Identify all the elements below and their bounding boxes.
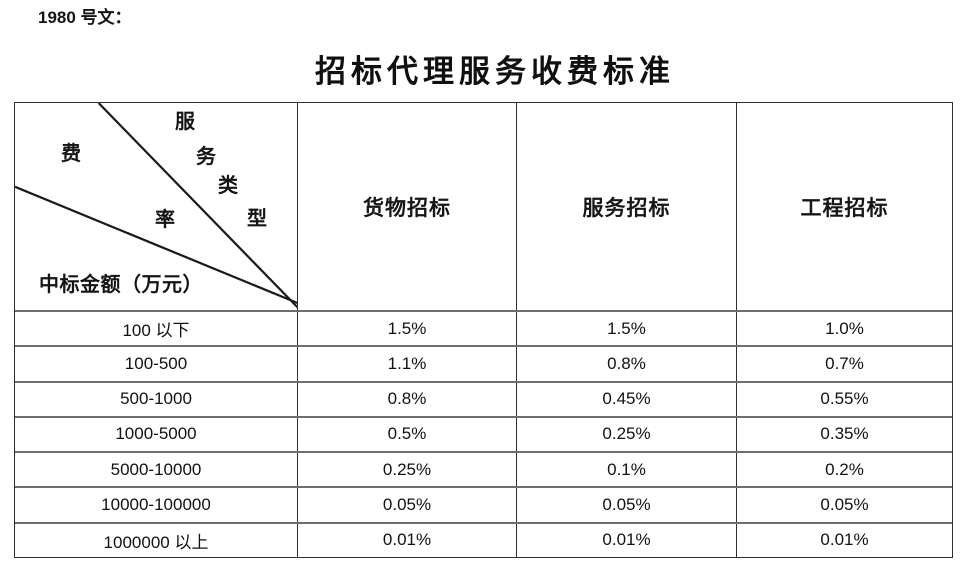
column-header-service: 服务招标: [516, 103, 736, 310]
diagonal-divider-lines: [15, 103, 297, 309]
table-row: 100-500 1.1% 0.8% 0.7%: [15, 345, 952, 381]
rate-cell: 1.5%: [297, 312, 516, 346]
rate-cell: 0.25%: [297, 453, 516, 487]
amount-range-cell: 5000-10000: [110, 459, 202, 479]
rate-cell: 0.01%: [516, 523, 736, 557]
rate-cell: 0.05%: [297, 488, 516, 522]
rate-cell: 0.05%: [736, 488, 952, 522]
table-row: 10000-100000 0.05% 0.05% 0.05%: [15, 486, 952, 522]
corner-fee-char: 费: [61, 143, 81, 165]
corner-type-char-4: 型: [247, 208, 267, 230]
doc-number-label: 1980 号文：: [38, 8, 132, 27]
rate-cell: 0.45%: [516, 382, 736, 416]
table-row: 5000-10000 0.25% 0.1% 0.2%: [15, 451, 952, 487]
corner-type-char-3: 类: [218, 175, 238, 197]
rate-cell: 0.1%: [516, 453, 736, 487]
corner-rate-char: 率: [155, 209, 175, 231]
table-row: 1000000 以上 0.01% 0.01% 0.01%: [15, 521, 952, 557]
fee-standard-table: 费 服 务 类 型 率 中标金额（万元） 货物招标 服务招标 工程招标 100 …: [14, 102, 953, 558]
rate-cell: 0.05%: [516, 488, 736, 522]
table-row: 100 以下 1.5% 1.5% 1.0%: [15, 310, 952, 346]
corner-amount-label: 中标金额（万元）: [39, 274, 203, 296]
amount-range-cell: 100-500: [124, 353, 188, 373]
rate-cell: 0.2%: [736, 453, 952, 487]
rate-cell: 0.7%: [736, 347, 952, 381]
column-header-engineering: 工程招标: [736, 103, 952, 310]
rate-cell: 1.0%: [736, 312, 952, 346]
table-row: 500-1000 0.8% 0.45% 0.55%: [15, 380, 952, 416]
amount-range-cell: 1000000 以上: [103, 532, 209, 552]
amount-range-cell: 1000-5000: [115, 424, 197, 444]
amount-range-cell: 100 以下: [122, 321, 190, 341]
rate-cell: 0.35%: [736, 417, 952, 452]
table-row: 1000-5000 0.5% 0.25% 0.35%: [15, 415, 952, 452]
rate-cell: 0.8%: [516, 347, 736, 381]
rate-cell: 1.1%: [297, 347, 516, 381]
rate-cell: 0.25%: [516, 417, 736, 452]
rate-cell: 0.8%: [297, 382, 516, 416]
rate-cell: 0.01%: [297, 523, 516, 557]
corner-type-char-1: 服: [175, 111, 195, 133]
rate-cell: 0.55%: [736, 382, 952, 416]
rate-cell: 0.01%: [736, 523, 952, 557]
amount-range-cell: 500-1000: [120, 389, 192, 409]
table-header-row: 费 服 务 类 型 率 中标金额（万元） 货物招标 服务招标 工程招标: [15, 103, 952, 310]
rate-cell: 1.5%: [516, 312, 736, 346]
rate-cell: 0.5%: [297, 417, 516, 452]
column-header-goods: 货物招标: [297, 103, 516, 310]
diagonal-corner-cell: 费 服 务 类 型 率 中标金额（万元）: [15, 103, 297, 310]
amount-range-cell: 10000-100000: [101, 495, 211, 515]
corner-type-char-2: 务: [196, 146, 216, 168]
page-title: 招标代理服务收费标准: [315, 54, 675, 89]
